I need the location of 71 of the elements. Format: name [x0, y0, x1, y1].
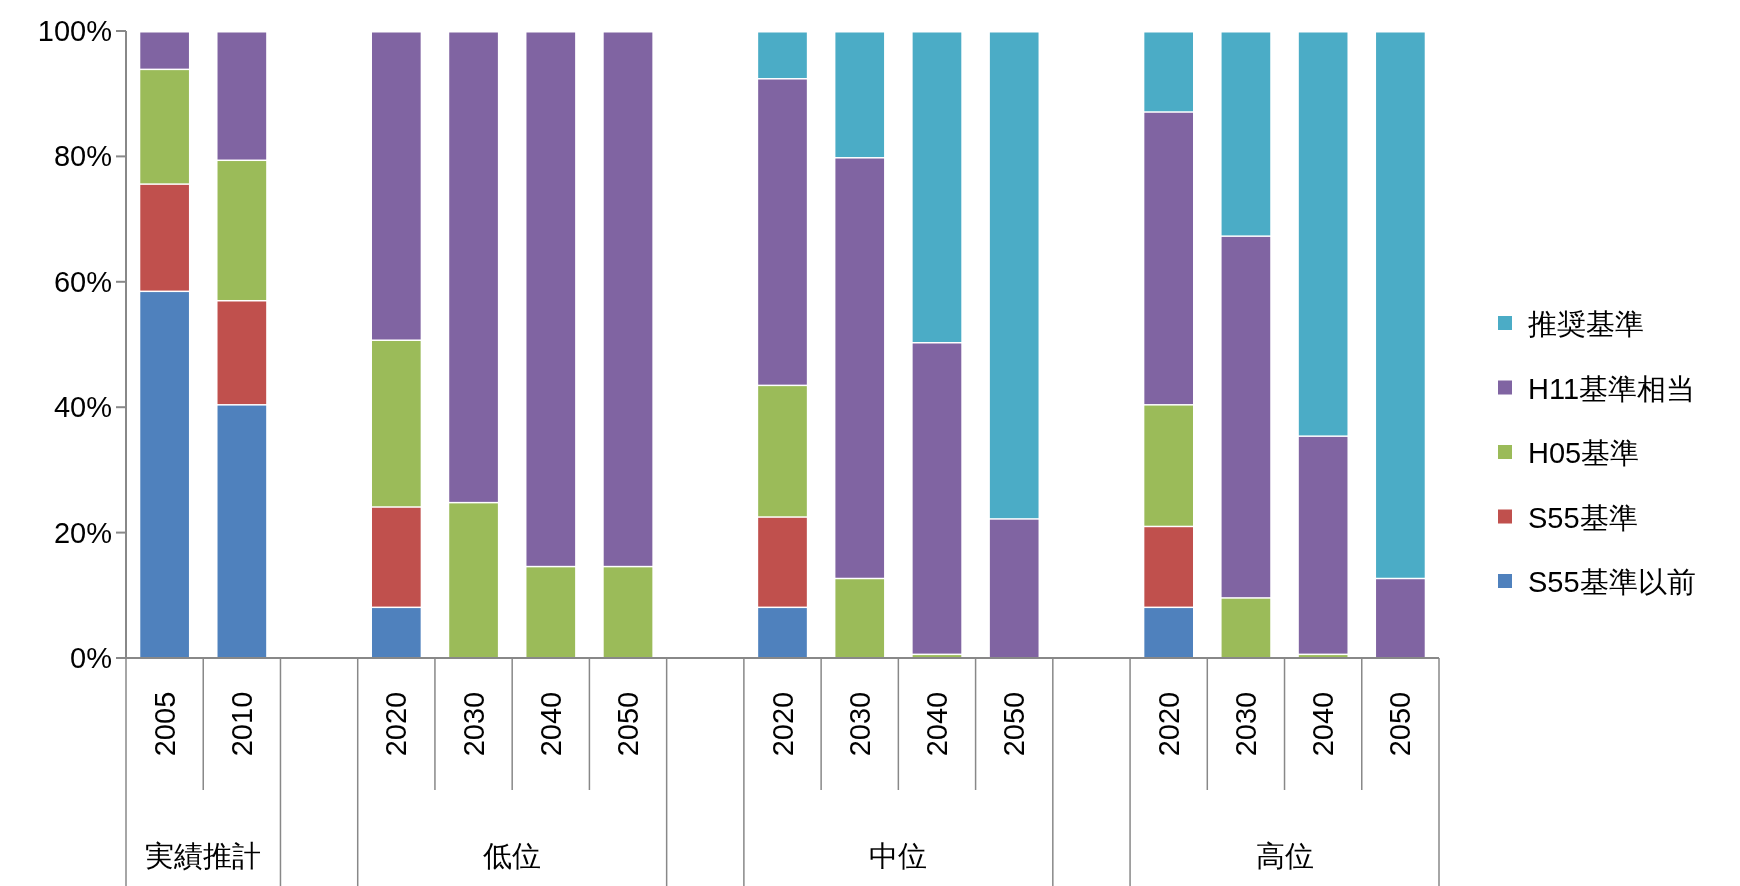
bar: [758, 32, 807, 79]
bar: [835, 579, 885, 658]
y-tick-label: 0%: [70, 642, 112, 674]
bar: [526, 567, 576, 658]
y-tick-label: 80%: [53, 140, 112, 173]
bar: [1144, 527, 1194, 607]
x-tick-label: 2050: [998, 691, 1031, 757]
legend-label: H11基準相当: [1528, 372, 1696, 405]
bar: [1221, 598, 1271, 658]
bar: [1221, 32, 1271, 236]
bar: [140, 184, 189, 291]
bar: [1144, 32, 1194, 112]
x-tick-label: 2040: [920, 691, 953, 757]
text: 実績推計: [145, 840, 262, 872]
y-tick-label: 60%: [53, 265, 112, 298]
bar: [217, 301, 267, 405]
bar: [835, 32, 885, 158]
x-tick-label: 2020: [380, 691, 413, 757]
bar: [603, 32, 653, 566]
legend-label: S55基準: [1528, 501, 1638, 534]
bar: [1221, 236, 1271, 598]
x-tick-label: 2030: [457, 691, 490, 757]
bar: [758, 517, 807, 607]
bar: [758, 79, 807, 385]
bar: [371, 340, 421, 507]
bar: [758, 608, 807, 658]
bar: [217, 161, 267, 300]
legend-label: 推奨基準: [1528, 308, 1644, 340]
bar: [1144, 405, 1194, 526]
legend-label: S55基準以前: [1528, 566, 1696, 598]
bar: [449, 32, 498, 502]
bar: [989, 519, 1039, 658]
bar: [1376, 579, 1425, 658]
text: 低位: [483, 840, 542, 872]
x-tick-label: 2030: [843, 691, 876, 757]
y-tick-label: 40%: [53, 391, 112, 424]
bar: [758, 386, 807, 517]
bar: [603, 567, 653, 658]
bar: [526, 32, 576, 566]
x-tick-label: 2020: [1152, 691, 1185, 757]
bar: [835, 158, 885, 578]
bar: [217, 32, 267, 160]
bar: [1376, 32, 1425, 578]
bar: [217, 405, 267, 658]
x-tick-label: 2050: [612, 691, 645, 757]
bar: [1298, 436, 1348, 654]
bar: [140, 70, 189, 184]
y-tick-label: 100%: [37, 15, 112, 47]
bar: [912, 32, 962, 342]
bar: [371, 32, 421, 340]
bar: [912, 343, 962, 654]
x-tick-label: 2005: [148, 691, 181, 757]
bar: [371, 608, 421, 658]
bar: [989, 32, 1039, 519]
x-tick-label: 2010: [225, 691, 258, 757]
bar: [371, 507, 421, 607]
bar: [1144, 608, 1194, 658]
bar: [449, 503, 498, 658]
bar: [140, 32, 189, 69]
x-tick-label: 2040: [534, 691, 567, 757]
bar: [1144, 112, 1194, 405]
x-tick-label: 2040: [1307, 691, 1340, 757]
bar: [1298, 32, 1348, 436]
x-tick-label: 2050: [1384, 691, 1417, 757]
bar: [140, 292, 189, 658]
x-tick-label: 2030: [1229, 691, 1262, 757]
y-tick-label: 20%: [53, 516, 112, 549]
legend-label: H05基準: [1528, 437, 1640, 469]
text: 中位: [869, 840, 928, 872]
text: 高位: [1255, 840, 1314, 872]
x-tick-label: 2020: [766, 691, 799, 757]
